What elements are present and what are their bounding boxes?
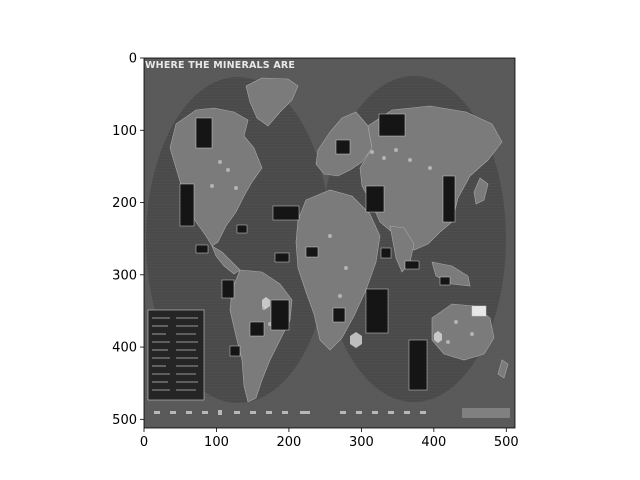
x-tick-label: 400 <box>421 435 446 450</box>
callout-box <box>305 246 319 258</box>
callout-box <box>179 183 195 227</box>
y-tick-label: 0 <box>129 52 137 67</box>
southeast-asia <box>431 261 471 287</box>
y-tick-label: 300 <box>112 268 137 283</box>
callout-box <box>195 117 213 149</box>
callout-box <box>442 175 456 223</box>
central-america <box>211 245 241 275</box>
y-tick-label: 100 <box>112 124 137 139</box>
callout-box <box>471 305 487 317</box>
callout-box <box>249 321 265 337</box>
callout-box <box>221 279 235 299</box>
legend-lines <box>152 317 198 391</box>
callout-box <box>195 244 209 254</box>
axes-frame <box>143 57 516 429</box>
callout-box <box>272 205 300 221</box>
africa <box>295 189 381 351</box>
callout-box <box>439 276 451 286</box>
callout-box <box>378 113 406 137</box>
callout-box <box>236 224 248 234</box>
callout-box <box>365 185 385 213</box>
x-tick-label: 300 <box>349 435 374 450</box>
callout-box <box>335 139 351 155</box>
callout-box <box>270 299 290 331</box>
x-tick-label: 100 <box>204 435 229 450</box>
asia <box>359 105 503 251</box>
x-tick-label: 200 <box>277 435 302 450</box>
mineral-markers <box>210 148 474 344</box>
y-tick-label: 400 <box>112 341 137 356</box>
new-zealand <box>497 359 509 379</box>
x-tick-label: 0 <box>140 435 148 450</box>
australia <box>431 303 495 361</box>
callout-box <box>380 247 392 259</box>
callout-box <box>404 260 420 270</box>
legend-box <box>147 309 205 401</box>
bottom-legend-strip <box>154 408 510 418</box>
map-title: WHERE THE MINERALS ARE <box>145 60 295 71</box>
japan <box>473 177 489 205</box>
x-tick-label: 500 <box>494 435 519 450</box>
y-tick-label: 500 <box>112 413 137 428</box>
callout-box <box>274 252 290 263</box>
greenland <box>245 77 299 127</box>
y-tick-label: 200 <box>112 196 137 211</box>
callout-box <box>365 288 389 334</box>
mineral-hexes <box>262 297 442 348</box>
map-image: WHERE THE MINERALS ARE <box>144 58 515 428</box>
callout-box <box>229 345 241 357</box>
y-axis: 0 100 200 300 400 500 <box>112 52 144 428</box>
x-axis: 0 100 200 300 400 500 <box>140 428 519 450</box>
callout-box <box>332 307 346 323</box>
label-boxes <box>179 113 487 391</box>
callout-box <box>408 339 428 391</box>
